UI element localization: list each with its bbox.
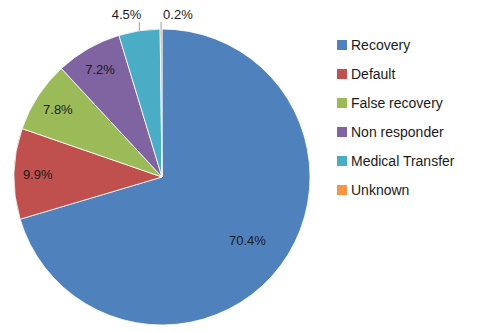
legend-label: Unknown bbox=[351, 182, 409, 198]
leader-line bbox=[161, 22, 162, 29]
legend: Recovery Default False recovery Non respond… bbox=[337, 37, 455, 198]
data-label: 0.2% bbox=[163, 7, 193, 22]
legend-swatch bbox=[337, 127, 347, 137]
chart: 70.4% 9.9% 7.8% 7.2% 4.5% 0.2% Recovery Default… bbox=[0, 0, 490, 332]
slices bbox=[14, 29, 310, 325]
legend-swatch bbox=[337, 69, 347, 79]
data-label: 4.5% bbox=[112, 7, 142, 22]
pie-slice bbox=[160, 29, 162, 177]
data-label: 70.4% bbox=[229, 233, 266, 248]
data-label: 9.9% bbox=[23, 167, 53, 182]
legend-label: Recovery bbox=[351, 37, 410, 53]
legend-swatch bbox=[337, 185, 347, 195]
legend-swatch bbox=[337, 98, 347, 108]
legend-swatch bbox=[337, 40, 347, 50]
legend-label: Non responder bbox=[351, 124, 444, 140]
legend-label: Medical Transfer bbox=[351, 153, 455, 169]
data-label: 7.8% bbox=[43, 102, 73, 117]
pie-slice bbox=[119, 29, 162, 177]
data-label: 7.2% bbox=[85, 62, 115, 77]
leader-line bbox=[139, 22, 140, 31]
legend-label: Default bbox=[351, 66, 395, 82]
legend-swatch bbox=[337, 156, 347, 166]
legend-label: False recovery bbox=[351, 95, 443, 111]
data-labels: 70.4% 9.9% 7.8% 7.2% 4.5% 0.2% bbox=[23, 7, 266, 248]
